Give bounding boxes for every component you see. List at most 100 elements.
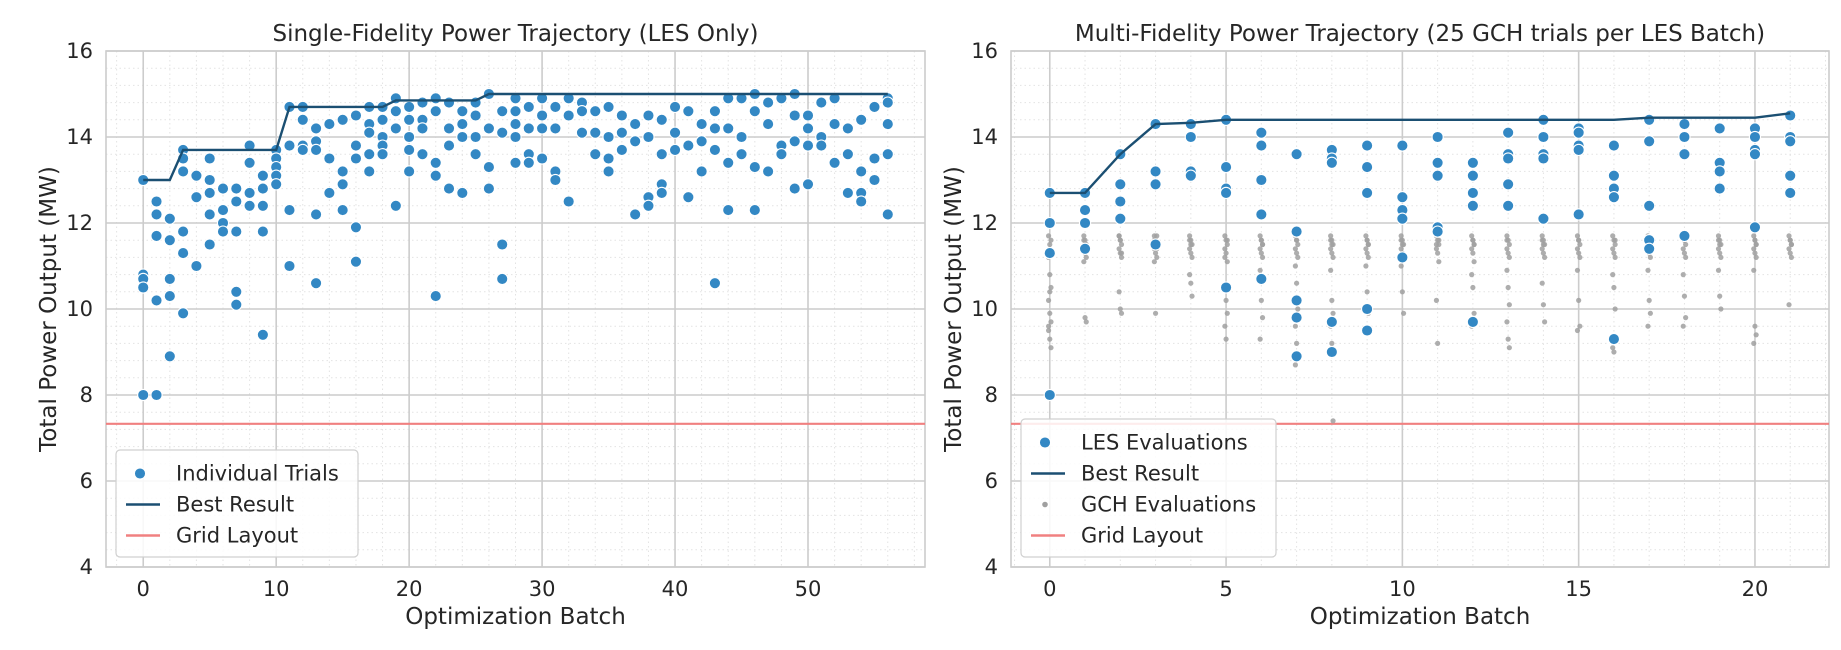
data-point (163, 272, 176, 286)
y-tick-label: 12 (971, 211, 998, 235)
gch-point (1398, 246, 1404, 252)
gch-point (1222, 323, 1228, 329)
gch-point (1187, 237, 1193, 243)
data-point (722, 203, 735, 217)
gch-point (1151, 259, 1157, 265)
data-point (1607, 332, 1621, 346)
gch-point (1152, 250, 1159, 256)
data-point (602, 165, 615, 178)
gch-point (1574, 233, 1581, 239)
y-tick-label: 14 (66, 125, 93, 149)
data-point (216, 203, 230, 217)
y-tick-label: 8 (985, 383, 998, 407)
data-point (828, 156, 841, 169)
data-point (256, 169, 270, 182)
gch-point (1292, 362, 1298, 368)
gch-point (1718, 254, 1724, 260)
gch-point (1540, 302, 1547, 308)
data-point (682, 105, 695, 118)
gch-point (1505, 284, 1511, 291)
gch-point (1680, 323, 1686, 329)
data-point (801, 139, 815, 152)
gch-point (1189, 254, 1195, 260)
gch-point (1752, 237, 1758, 243)
data-point (1713, 122, 1726, 135)
gch-point (1681, 293, 1688, 299)
legend-label: Individual Trials (176, 462, 339, 486)
gch-point (1328, 246, 1334, 252)
gch-point (1047, 310, 1053, 316)
gch-point (1433, 246, 1440, 252)
data-point (1537, 152, 1550, 165)
data-point (695, 135, 708, 148)
legend: LES Evaluations Best Result GCH Evaluation… (1020, 418, 1277, 558)
gch-point (1293, 280, 1300, 286)
legend-item: Best Result (1031, 462, 1199, 486)
data-point (482, 182, 496, 195)
gch-point (1295, 306, 1301, 312)
gch-point (1047, 336, 1053, 342)
gch-point (1257, 233, 1263, 239)
y-tick-label: 4 (985, 555, 998, 579)
data-point (176, 165, 190, 178)
data-point (296, 143, 309, 157)
gch-point (1612, 241, 1618, 248)
data-point (1043, 388, 1056, 402)
data-point (1255, 126, 1268, 139)
data-point (469, 109, 482, 122)
data-point (363, 148, 376, 161)
chart-panel-2: 0 5 10 15 20 4 6 8 10 12 14 16 Multi-Fidelity Power … (941, 21, 1830, 630)
data-point (1360, 160, 1374, 174)
data-point (655, 113, 668, 126)
gch-point (1576, 250, 1582, 256)
gch-point (1786, 233, 1792, 239)
gch-point (1505, 336, 1511, 342)
data-point (496, 105, 509, 118)
data-point (1360, 302, 1374, 316)
gch-point (1645, 323, 1651, 329)
data-point (336, 113, 349, 126)
gch-point (1433, 297, 1440, 303)
data-point (1325, 315, 1339, 329)
gch-point (1292, 323, 1298, 329)
gch-point (1683, 254, 1689, 260)
gch-point (1223, 297, 1229, 303)
data-point (615, 143, 629, 157)
best-result-line (1049, 112, 1791, 195)
gch-point (1257, 267, 1263, 273)
data-point (349, 255, 363, 268)
data-point (788, 182, 801, 195)
data-point (868, 152, 881, 165)
gch-point (1118, 254, 1125, 260)
gch-point (1330, 418, 1336, 424)
data-point (1466, 156, 1480, 169)
y-axis-label: Total Power Output (MW) (36, 166, 62, 453)
data-point (349, 221, 363, 234)
data-point (801, 122, 815, 135)
data-point (1290, 350, 1303, 363)
gch-point (1259, 315, 1266, 321)
gch-point (1574, 327, 1581, 334)
data-point (1607, 139, 1621, 152)
data-point (349, 139, 363, 152)
data-point (881, 208, 894, 221)
gch-point (1751, 233, 1757, 239)
legend-label: Grid Layout (176, 524, 298, 548)
data-point (402, 113, 416, 126)
gch-point (1680, 272, 1686, 278)
gch-point (1540, 241, 1547, 248)
data-point (283, 203, 296, 217)
chart-title: Multi-Fidelity Power Trajectory (25 GCH … (1075, 21, 1765, 47)
data-point (496, 272, 509, 286)
data-point (855, 195, 868, 208)
data-point (1360, 324, 1374, 337)
data-point (1184, 169, 1197, 182)
gch-point (1506, 302, 1512, 308)
data-point (190, 169, 203, 182)
x-tick-label: 10 (263, 577, 290, 601)
data-point (349, 152, 363, 165)
x-tick-label: 40 (662, 577, 689, 601)
data-point (881, 148, 894, 161)
data-point (1184, 130, 1197, 144)
data-point (1396, 191, 1409, 204)
